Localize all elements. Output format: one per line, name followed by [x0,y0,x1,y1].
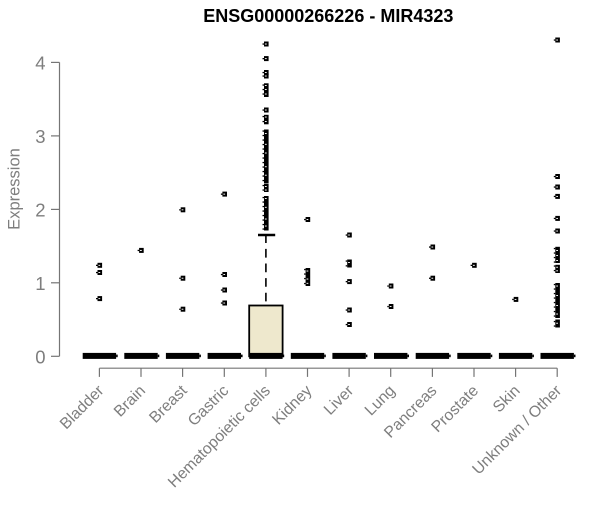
svg-text:3: 3 [35,126,45,147]
svg-text:1: 1 [35,273,45,294]
svg-text:Expression: Expression [6,148,24,230]
svg-text:4: 4 [35,53,45,74]
svg-text:2: 2 [35,200,45,221]
svg-text:ENSG00000266226 - MIR4323: ENSG00000266226 - MIR4323 [203,6,453,26]
svg-text:0: 0 [35,347,45,368]
